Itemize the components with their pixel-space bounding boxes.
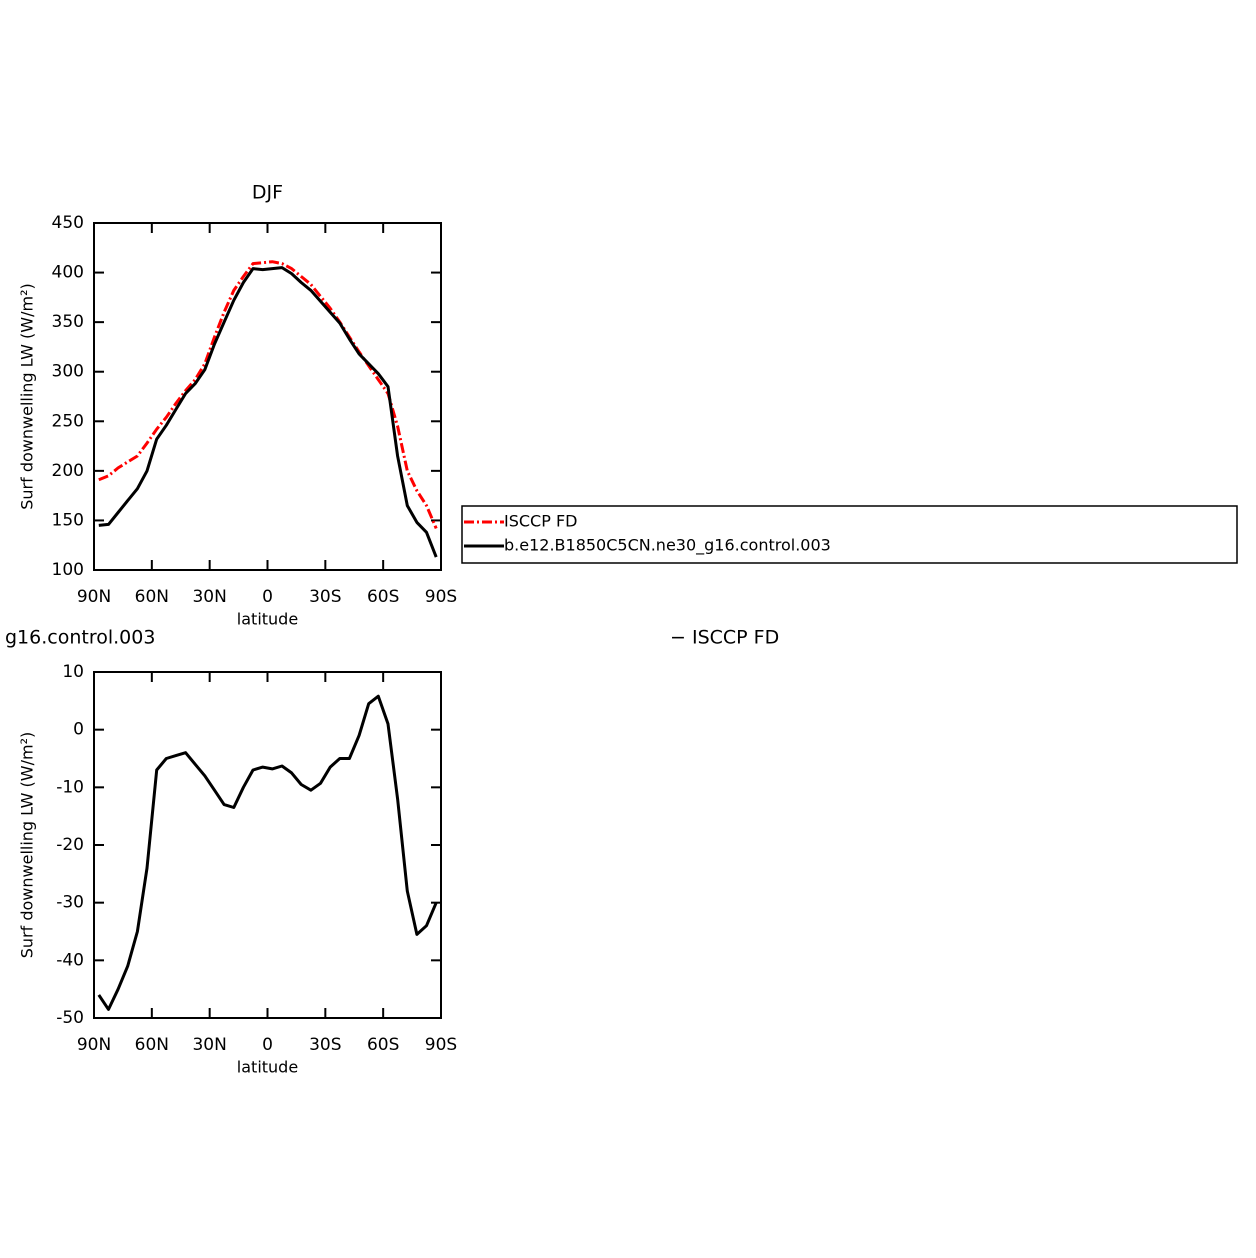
x-tick-label: 60N: [135, 1035, 169, 1055]
x-tick-label: 0: [262, 1035, 273, 1055]
y-tick-label: 350: [52, 312, 84, 332]
y-tick-label: -30: [56, 893, 84, 913]
x-tick-label: 90N: [77, 1035, 111, 1055]
chart-title: − ISCCP FD: [670, 627, 779, 649]
y-tick-label: 300: [52, 362, 84, 382]
x-tick-label: 90S: [425, 587, 457, 607]
series-line: [98, 260, 438, 529]
plot-frame: [93, 222, 442, 571]
x-tick-label: 30N: [192, 1035, 226, 1055]
y-tick-label: 400: [52, 263, 84, 283]
y-axis-label: Surf downwelling LW (W/m²): [18, 283, 37, 509]
legend-box: [461, 505, 1238, 564]
y-tick-label: 150: [52, 510, 84, 530]
x-tick-label: 90N: [77, 587, 111, 607]
x-tick-label: 60S: [367, 587, 399, 607]
x-tick-label: 90S: [425, 1035, 457, 1055]
x-axis-label: latitude: [237, 610, 298, 629]
legend-label: ISCCP FD: [504, 512, 577, 531]
x-tick-label: 60S: [367, 1035, 399, 1055]
y-tick-label: 10: [62, 662, 84, 682]
series-line: [97, 694, 438, 1011]
y-tick-label: -10: [56, 777, 84, 797]
chart-title: DJF: [252, 182, 283, 204]
plot-frame: [93, 671, 442, 1019]
y-tick-label: 100: [52, 560, 84, 580]
legend-label: b.e12.B1850C5CN.ne30_g16.control.003: [504, 536, 831, 556]
x-tick-label: 30S: [309, 1035, 341, 1055]
y-tick-label: -50: [56, 1008, 84, 1028]
x-axis-label: latitude: [237, 1058, 298, 1077]
x-tick-label: 0: [262, 587, 273, 607]
x-tick-label: 30N: [192, 587, 226, 607]
x-tick-label: 60N: [135, 587, 169, 607]
y-tick-label: -40: [56, 950, 84, 970]
chart-title: g16.control.003: [5, 627, 155, 649]
y-tick-label: 450: [52, 213, 84, 233]
y-axis-label: Surf downwelling LW (W/m²): [18, 732, 37, 958]
y-tick-label: -20: [56, 835, 84, 855]
y-tick-label: 200: [52, 461, 84, 481]
y-tick-label: 0: [73, 720, 84, 740]
x-tick-label: 30S: [309, 587, 341, 607]
y-tick-label: 250: [52, 411, 84, 431]
series-line: [98, 266, 438, 558]
